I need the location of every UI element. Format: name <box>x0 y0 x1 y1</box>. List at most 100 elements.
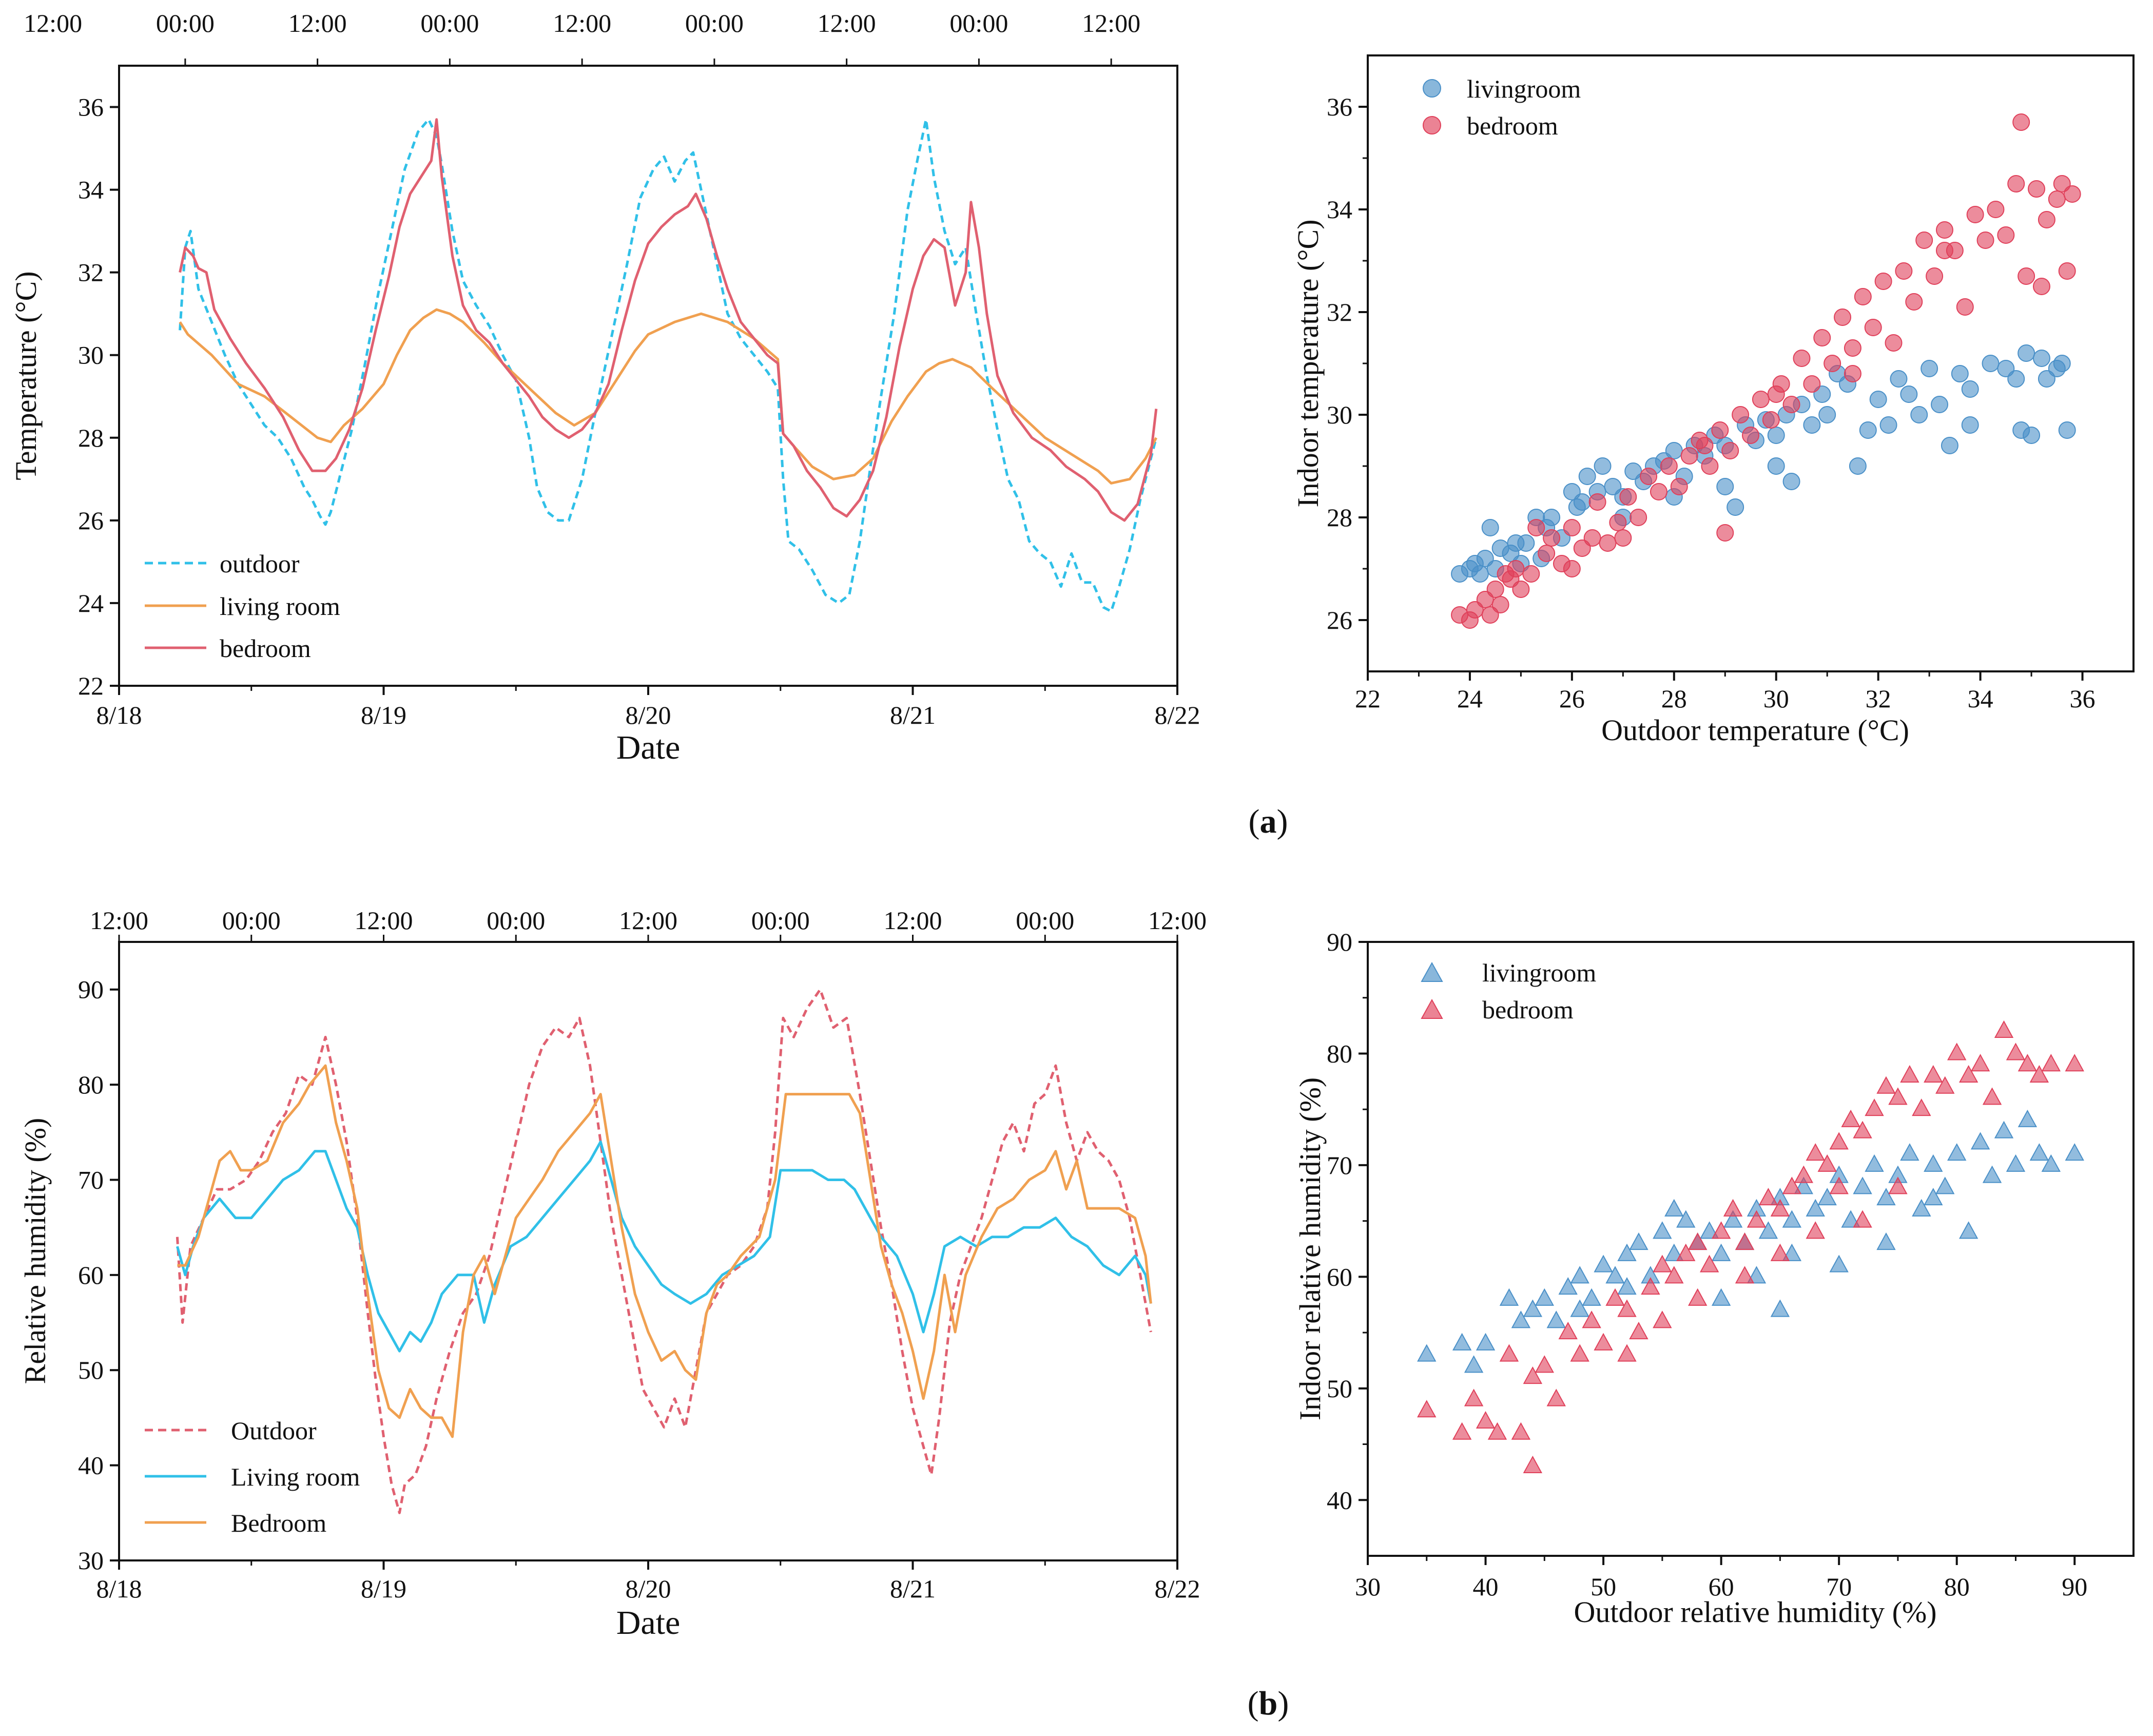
data-point <box>1829 1255 1849 1272</box>
data-point <box>2006 1154 2026 1172</box>
x-tick-label: 70 <box>1826 1572 1852 1601</box>
x-tick-label: 28 <box>1661 684 1687 713</box>
data-point <box>2018 267 2035 285</box>
legend-marker-bedroom <box>1421 998 1443 1019</box>
data-point <box>2007 175 2025 192</box>
data-point <box>1841 1210 1860 1228</box>
humidity-time-chart: Relative humidity (%) Date Outdoor Livin… <box>18 906 1207 1642</box>
y-axis-title: Relative humidity (%) <box>18 1118 52 1384</box>
data-point <box>1573 493 1591 511</box>
data-point <box>1900 385 1918 403</box>
x-tick-label: 32 <box>1866 684 1891 713</box>
legend-marker-livingroom <box>1421 961 1443 982</box>
data-point <box>1770 1299 1790 1317</box>
data-point <box>1711 421 1729 439</box>
data-point <box>2065 1054 2084 1072</box>
temperature-scatter-chart: Indoor temperature (°C) Outdoor temperat… <box>1291 54 2135 747</box>
y-axis-title: Indoor temperature (°C) <box>1291 219 1325 507</box>
data-point <box>1665 442 1683 459</box>
data-point <box>1629 1232 1648 1250</box>
data-point <box>1614 529 1632 547</box>
data-point <box>1767 427 1785 444</box>
data-point <box>1594 1255 1613 1272</box>
axes: 26 28 30 32 34 36 22 24 26 28 30 32 34 36 <box>1327 92 2096 713</box>
data-point <box>2012 421 2030 439</box>
legend: outdoor living room bedroom <box>145 549 340 663</box>
y-tick-label: 50 <box>1327 1374 1352 1403</box>
legend-label-bedroom: bedroom <box>1467 111 1558 140</box>
y-tick-label: 40 <box>78 1451 104 1480</box>
data-point <box>1417 1344 1437 1362</box>
data-point <box>1711 1288 1731 1306</box>
axes: 22 24 26 28 30 32 34 36 8/18 8/19 8/20 8/21 8/22 12:0… <box>24 9 1200 729</box>
series-line-outdoor <box>179 118 1158 613</box>
data-point <box>1900 1065 1919 1083</box>
data-point <box>1650 483 1667 500</box>
series-layer <box>1417 1020 2084 1474</box>
data-point <box>1966 206 1984 223</box>
data-point <box>1767 385 1785 403</box>
data-point <box>1546 1388 1566 1406</box>
y-tick-label: 34 <box>78 176 104 204</box>
data-point <box>1735 1266 1755 1284</box>
data-point <box>1888 1176 1908 1194</box>
data-point <box>1543 529 1561 547</box>
y-tick-label: 70 <box>1327 1151 1352 1180</box>
data-point <box>1653 1310 1672 1328</box>
data-point <box>1538 545 1556 562</box>
data-point <box>1511 1310 1531 1328</box>
y-tick-label: 34 <box>1327 195 1352 224</box>
legend-label-livingroom: livingroom <box>1482 958 1596 987</box>
data-point <box>1752 391 1770 408</box>
x-axis-title: Outdoor temperature (°C) <box>1601 713 1909 747</box>
panel-label-b-letter: b <box>1259 1685 1278 1722</box>
data-point <box>1716 524 1734 542</box>
legend-label-bedroom: Bedroom <box>231 1509 326 1537</box>
legend-label-bedroom: bedroom <box>1482 995 1574 1024</box>
data-point <box>2058 421 2076 439</box>
data-point <box>1864 319 1882 336</box>
humidity-scatter-chart: Indoor relative humidity (%) Outdoor rel… <box>1293 928 2135 1629</box>
data-point <box>1711 1243 1731 1261</box>
data-point <box>2053 355 2071 372</box>
legend-label-outdoor: outdoor <box>220 549 300 578</box>
data-point <box>1869 391 1887 408</box>
data-point <box>1961 416 1979 434</box>
top-tick-label: 12:00 <box>288 9 347 37</box>
data-point <box>1806 1199 1825 1217</box>
data-point <box>1417 1400 1437 1418</box>
data-point <box>1793 350 1811 367</box>
y-tick-label: 32 <box>78 258 104 287</box>
legend: livingroom bedroom <box>1421 958 1596 1024</box>
data-point <box>1599 534 1617 552</box>
data-point <box>2041 1154 2061 1172</box>
top-tick-label: 00:00 <box>487 906 545 935</box>
axes: 30 40 50 60 70 80 90 8/18 8/19 8/20 8/21 8/22 12:00 0… <box>78 906 1207 1603</box>
data-point <box>1688 1288 1708 1306</box>
data-point <box>2007 370 2025 388</box>
data-point <box>1865 1098 1884 1116</box>
data-point <box>1570 1266 1589 1284</box>
legend-marker-bedroom <box>1423 116 1441 134</box>
data-point <box>2032 278 2050 295</box>
y-tick-label: 60 <box>78 1261 104 1289</box>
top-tick-label: 00:00 <box>1016 906 1074 935</box>
y-tick-label: 30 <box>78 1546 104 1575</box>
data-point <box>1701 457 1719 475</box>
data-point <box>1605 1266 1625 1284</box>
y-tick-label: 80 <box>1327 1039 1352 1068</box>
data-point <box>1813 329 1831 346</box>
data-point <box>2038 211 2055 228</box>
top-tick-label: 12:00 <box>818 9 876 37</box>
data-point <box>1859 421 1877 439</box>
data-point <box>1594 1333 1613 1351</box>
data-point <box>1853 1210 1872 1228</box>
data-point <box>1976 232 1994 249</box>
y-tick-label: 90 <box>1327 928 1352 956</box>
data-point <box>1664 1199 1684 1217</box>
top-tick-label: 12:00 <box>884 906 942 935</box>
y-tick-label: 26 <box>1327 606 1352 634</box>
data-point <box>1464 1388 1484 1406</box>
data-point <box>1617 1243 1637 1261</box>
